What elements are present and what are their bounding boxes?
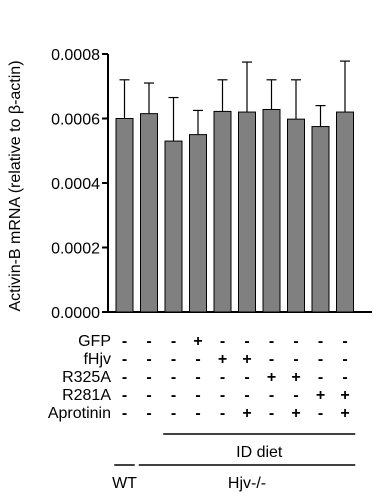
condition-mark: - <box>269 405 274 422</box>
bar <box>189 134 207 313</box>
condition-label: R325A <box>62 369 111 386</box>
condition-mark: - <box>220 405 225 422</box>
condition-mark: - <box>171 387 176 404</box>
bar <box>287 118 305 313</box>
condition-mark: - <box>244 369 249 386</box>
bar <box>115 118 134 313</box>
condition-label: Aprotinin <box>48 405 111 422</box>
condition-mark: - <box>122 369 127 386</box>
bar <box>140 113 158 313</box>
bar <box>164 140 183 313</box>
condition-table: GFP - - - + - - - - - -fHjv - - - - + + - - - -R325A - - - - - - + +… <box>48 333 356 492</box>
condition-mark: + <box>193 333 202 350</box>
condition-mark: - <box>342 369 347 386</box>
condition-mark: + <box>291 369 300 386</box>
condition-mark: - <box>146 405 151 422</box>
condition-mark: - <box>342 351 347 368</box>
condition-mark: - <box>318 405 323 422</box>
condition-mark: - <box>195 369 200 386</box>
condition-mark: - <box>146 351 151 368</box>
condition-mark: + <box>218 351 227 368</box>
y-tick-label: 0.0002 <box>51 241 100 258</box>
condition-mark: - <box>293 333 298 350</box>
condition-mark: - <box>171 351 176 368</box>
condition-mark: + <box>291 405 300 422</box>
condition-mark: - <box>293 387 298 404</box>
bar <box>311 126 330 313</box>
condition-label: fHjv <box>83 351 111 368</box>
group-label: WT <box>112 475 137 492</box>
condition-mark: + <box>316 387 325 404</box>
condition-mark: - <box>293 351 298 368</box>
condition-mark: - <box>146 369 151 386</box>
condition-mark: - <box>342 333 347 350</box>
y-tick-label: 0.0004 <box>51 176 100 193</box>
y-tick-label: 0.0006 <box>51 112 100 129</box>
bar <box>262 108 281 313</box>
plot-area: 0.0000 0.0002 0.0004 0.0006 0.0008 <box>51 47 372 322</box>
condition-mark: + <box>242 351 251 368</box>
condition-mark: - <box>146 333 151 350</box>
condition-mark: + <box>267 369 276 386</box>
y-tick-label: 0.0008 <box>51 47 100 64</box>
bar <box>213 110 232 313</box>
condition-mark: - <box>318 351 323 368</box>
condition-mark: + <box>242 405 251 422</box>
condition-mark: - <box>318 333 323 350</box>
condition-mark: - <box>171 333 176 350</box>
condition-mark: - <box>318 369 323 386</box>
condition-mark: - <box>269 387 274 404</box>
condition-mark: - <box>171 405 176 422</box>
condition-mark: - <box>220 387 225 404</box>
y-axis-label: Activin-B mRNA (relative to β-actin) <box>7 60 24 311</box>
condition-mark: - <box>269 351 274 368</box>
condition-mark: - <box>244 333 249 350</box>
bar <box>336 111 354 313</box>
condition-mark: - <box>195 351 200 368</box>
bar <box>238 111 256 313</box>
condition-mark: - <box>195 387 200 404</box>
group-label: ID diet <box>236 444 283 461</box>
condition-mark: - <box>220 369 225 386</box>
condition-label: GFP <box>78 333 111 350</box>
condition-mark: + <box>340 405 349 422</box>
condition-mark: - <box>244 387 249 404</box>
condition-mark: - <box>269 333 274 350</box>
condition-mark: - <box>122 333 127 350</box>
condition-mark: + <box>340 387 349 404</box>
condition-mark: - <box>171 369 176 386</box>
group-label: Hjv-/- <box>228 475 266 492</box>
condition-mark: - <box>220 333 225 350</box>
condition-mark: - <box>122 405 127 422</box>
condition-mark: - <box>122 351 127 368</box>
condition-mark: - <box>146 387 151 404</box>
condition-mark: - <box>122 387 127 404</box>
condition-mark: - <box>195 405 200 422</box>
condition-label: R281A <box>62 387 111 404</box>
y-tick-label: 0.0000 <box>51 305 100 322</box>
